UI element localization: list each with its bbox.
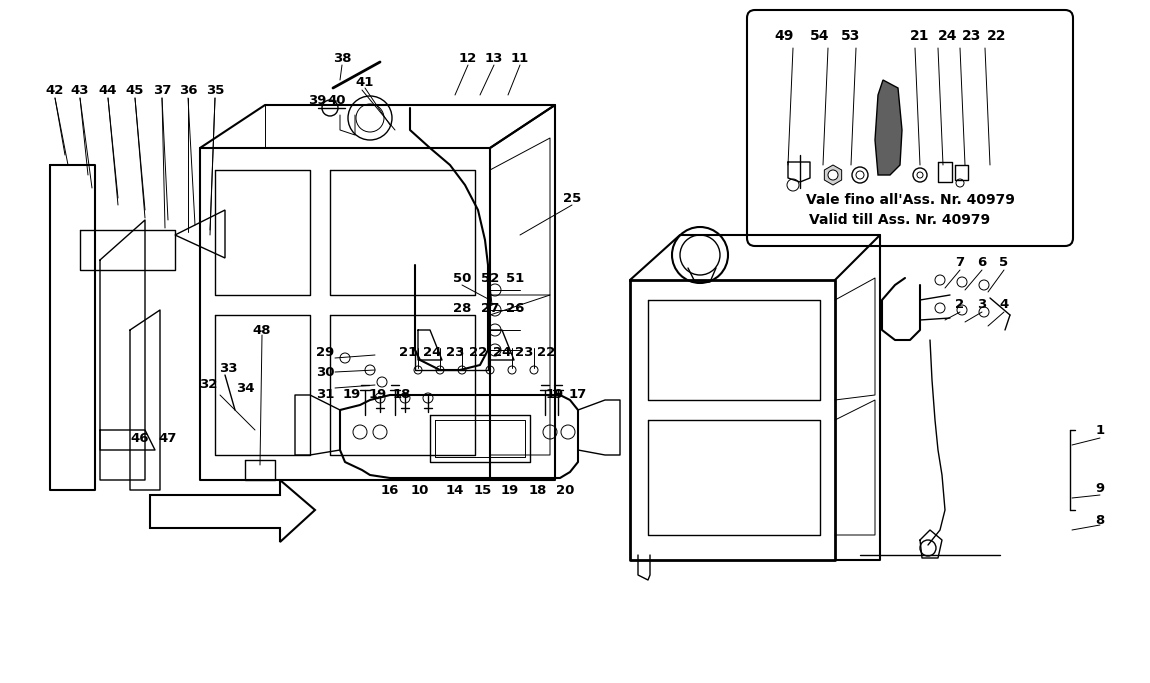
Text: 42: 42: [46, 83, 64, 96]
Text: 34: 34: [236, 382, 254, 395]
Text: 24: 24: [938, 29, 958, 43]
Text: 48: 48: [253, 324, 271, 337]
Text: 19: 19: [546, 389, 565, 402]
Circle shape: [828, 170, 838, 180]
Text: 23: 23: [963, 29, 982, 43]
Text: 12: 12: [459, 51, 477, 64]
Text: 19: 19: [501, 484, 519, 497]
Text: 11: 11: [511, 51, 529, 64]
Text: 8: 8: [1095, 514, 1105, 527]
Polygon shape: [175, 210, 225, 258]
Text: 27: 27: [481, 301, 499, 314]
Polygon shape: [875, 80, 902, 175]
Text: 7: 7: [956, 255, 965, 268]
Text: 25: 25: [562, 191, 581, 204]
Text: 32: 32: [199, 378, 217, 391]
Text: Valid till Ass. Nr. 40979: Valid till Ass. Nr. 40979: [810, 213, 990, 227]
Text: 21: 21: [911, 29, 929, 43]
Text: 49: 49: [774, 29, 793, 43]
Text: 18: 18: [393, 389, 412, 402]
Text: 23: 23: [515, 346, 534, 359]
Text: 1: 1: [1096, 423, 1104, 436]
Text: 13: 13: [485, 51, 504, 64]
Text: 47: 47: [159, 432, 177, 445]
Text: 41: 41: [355, 76, 374, 89]
Text: 19: 19: [369, 389, 388, 402]
Text: 6: 6: [978, 255, 987, 268]
Text: 30: 30: [316, 367, 335, 380]
Text: 17: 17: [569, 389, 588, 402]
Text: 16: 16: [381, 484, 399, 497]
Text: 22: 22: [537, 346, 555, 359]
Text: 37: 37: [153, 83, 171, 96]
Text: 33: 33: [218, 361, 237, 374]
Text: 29: 29: [316, 346, 335, 359]
Text: 10: 10: [411, 484, 429, 497]
Text: 24: 24: [493, 346, 512, 359]
Text: 2: 2: [956, 298, 965, 311]
Text: 46: 46: [131, 432, 150, 445]
Text: 53: 53: [842, 29, 860, 43]
Text: 24: 24: [423, 346, 442, 359]
Text: 9: 9: [1096, 482, 1104, 494]
Text: 51: 51: [506, 272, 524, 285]
Text: 15: 15: [474, 484, 492, 497]
Text: Vale fino all'Ass. Nr. 40979: Vale fino all'Ass. Nr. 40979: [805, 193, 1014, 207]
Text: 3: 3: [978, 298, 987, 311]
Text: 43: 43: [71, 83, 90, 96]
Text: 4: 4: [999, 298, 1009, 311]
Text: 31: 31: [316, 389, 335, 402]
Text: 23: 23: [446, 346, 465, 359]
Text: 21: 21: [399, 346, 417, 359]
Text: 39: 39: [308, 94, 327, 107]
FancyBboxPatch shape: [748, 10, 1073, 246]
Text: 14: 14: [446, 484, 465, 497]
Text: 40: 40: [328, 94, 346, 107]
Text: 19: 19: [343, 389, 361, 402]
Text: 5: 5: [999, 255, 1009, 268]
Text: 36: 36: [178, 83, 198, 96]
Text: 38: 38: [332, 51, 351, 64]
Text: 52: 52: [481, 272, 499, 285]
Text: 20: 20: [555, 484, 574, 497]
Text: 35: 35: [206, 83, 224, 96]
Text: 18: 18: [529, 484, 547, 497]
Text: 22: 22: [469, 346, 488, 359]
Polygon shape: [150, 480, 315, 542]
Text: 22: 22: [987, 29, 1006, 43]
Polygon shape: [825, 165, 842, 185]
Text: 54: 54: [811, 29, 830, 43]
Text: 50: 50: [453, 272, 472, 285]
Text: 28: 28: [453, 301, 472, 314]
Text: 45: 45: [125, 83, 144, 96]
Text: 44: 44: [99, 83, 117, 96]
Text: 26: 26: [506, 301, 524, 314]
